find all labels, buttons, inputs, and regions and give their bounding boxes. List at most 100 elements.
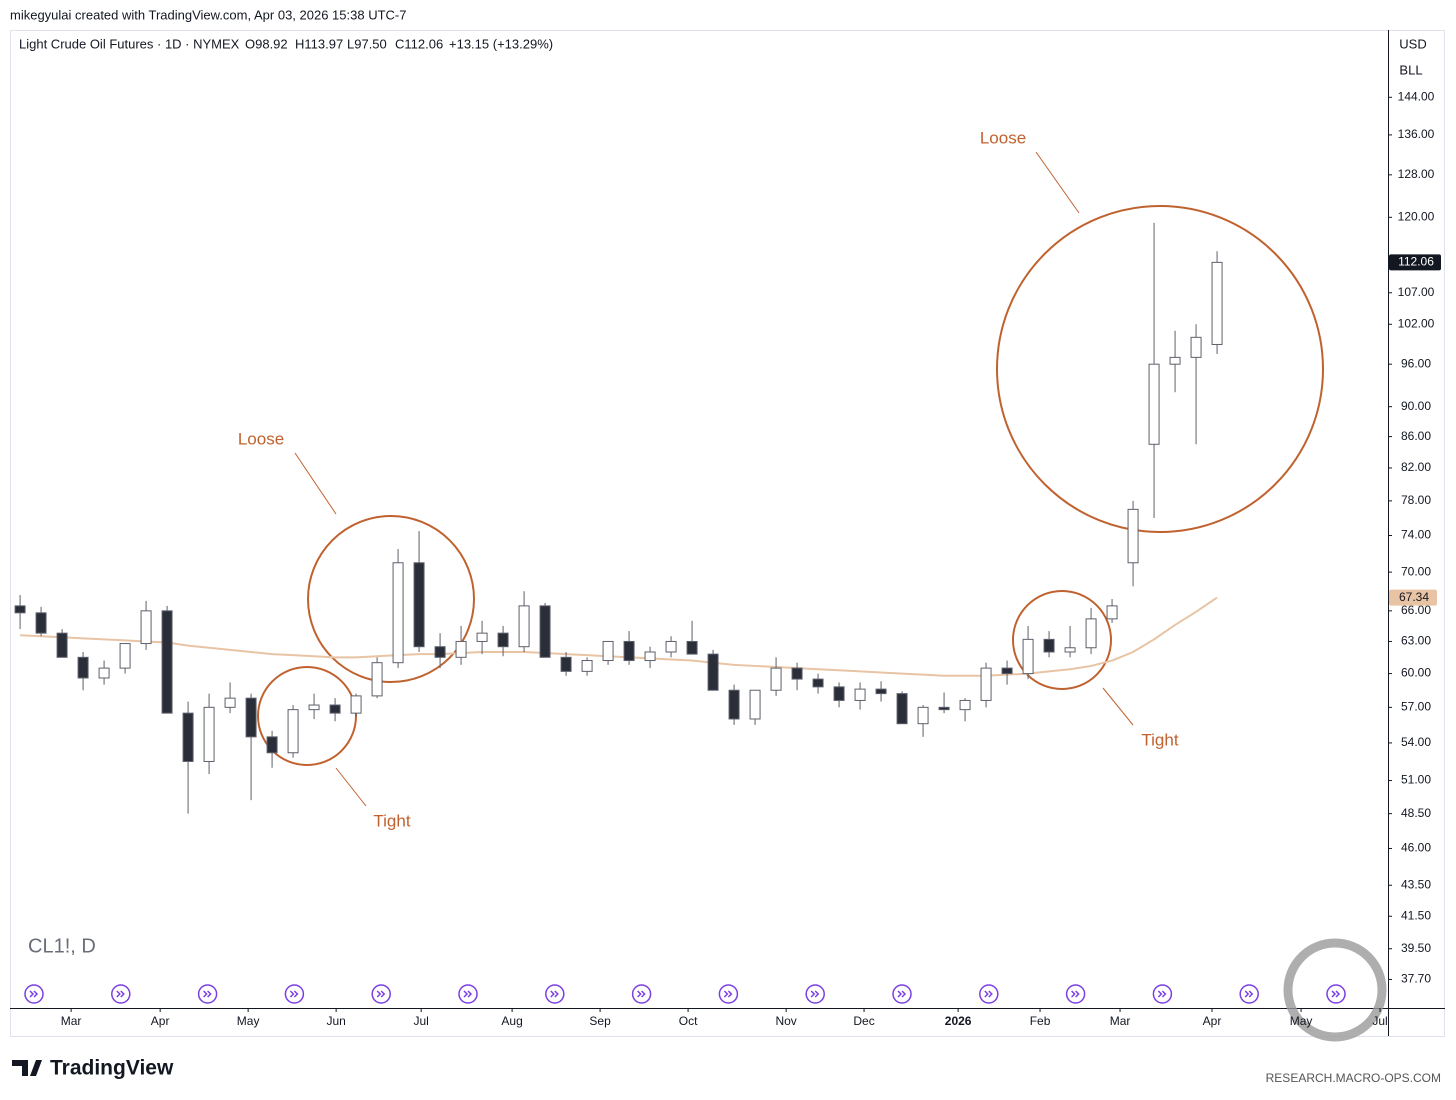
candle-body [77,656,89,679]
x-tick-label: Apr [151,1014,170,1028]
y-tick-label: 90.00 [1401,399,1431,413]
candle-body [581,660,593,672]
candle-body [1043,638,1055,653]
candle-body [1148,363,1160,445]
candle-body [119,643,131,669]
candle-body [140,610,152,645]
event-icon-arrow [289,990,299,998]
event-icon-arrow [203,990,212,998]
candle-body [917,706,929,725]
event-icon-arrow [376,990,386,998]
event-icon-arrow [1331,990,1341,998]
candle-body [35,612,47,634]
candle-body [812,678,824,688]
y-tick-label: 107.00 [1398,285,1435,299]
candle-body [161,610,173,714]
annotation: Tight [1141,730,1178,749]
event-icon-arrow [1071,990,1080,998]
candle-body [455,640,467,658]
candle-body [686,640,698,655]
legend-symbol: Light Crude Oil Futures · 1D · NYMEX [19,36,240,51]
currency: USD [1399,36,1426,51]
candle-body [350,695,362,714]
candle-body [854,688,866,701]
event-icon-arrow [637,990,646,998]
event-icon-arrow [897,990,907,998]
pointer [1035,151,1080,214]
candle-body [1127,508,1139,564]
y-tick-label: 136.00 [1398,127,1435,141]
last-price-label: 112.06 [1398,255,1434,269]
candle-body [518,605,530,648]
y-tick-label: 70.00 [1401,564,1431,578]
pointer [335,767,367,807]
legend-high: H113.97 [295,36,343,51]
y-tick-label: 46.00 [1401,841,1431,855]
y-tick-label: 39.50 [1401,941,1431,955]
y-tick-label: 43.50 [1401,877,1431,891]
candle-body [770,667,782,691]
y-tick-label: 102.00 [1398,316,1435,330]
moving-average [20,596,1218,677]
legend-open: O98.92 [245,36,288,51]
x-tick-label: Jun [326,1014,345,1028]
annotation: Tight [373,811,410,830]
y-tick-label: 37.70 [1401,972,1431,986]
logo-ring [1283,938,1387,1042]
legend-low: L97.50 [347,36,387,51]
candle-body [602,640,614,662]
x-tick-label: Apr [1203,1014,1222,1028]
x-tick-label: 2026 [945,1014,972,1028]
event-icon-arrow [1244,990,1254,998]
x-tick-label: Mar [1110,1014,1131,1028]
circle [307,515,475,683]
x-tick-label: Sep [589,1014,611,1028]
candle-body [707,653,719,691]
candle-body [203,706,215,762]
unit: BLL [1399,62,1422,77]
candle-body [329,704,341,714]
event-icon-arrow [29,990,39,998]
panel-border [10,30,1445,1037]
x-tick-label: Mar [61,1014,82,1028]
pointer [294,452,337,515]
x-tick-label: Jul [1372,1014,1387,1028]
event-icon-arrow [984,990,993,998]
event-icon-arrow [1157,990,1167,998]
x-tick-label: Nov [775,1014,796,1028]
candle-body [182,712,194,762]
candle-body [938,706,950,711]
event-icon-arrow [550,990,559,998]
x-tick-label: Oct [679,1014,698,1028]
legend-change: +13.15 (+13.29%) [449,36,553,51]
candle-body [1001,667,1013,675]
circle [1012,590,1112,690]
candle-body [875,688,887,695]
candle-body [665,640,677,653]
y-tick-label: 60.00 [1401,666,1431,680]
candle-body [245,697,257,738]
candle-body [896,693,908,725]
candle-body [266,736,278,754]
candle-body [497,632,509,648]
x-tick-label: Feb [1030,1014,1051,1028]
event-icon-arrow [463,990,473,998]
x-tick-label: Aug [501,1014,522,1028]
ma-price-label: 67.34 [1399,590,1429,604]
event-icon-arrow [810,990,820,998]
y-tick-label: 66.00 [1401,603,1431,617]
event-icon-arrow [723,990,733,998]
candle-body [371,662,383,697]
annotation: Loose [238,429,284,448]
candle-body [959,699,971,711]
annotation: Loose [980,128,1026,147]
ma-price-tag [1389,589,1437,606]
candle-body [1085,618,1097,649]
candle-body [980,667,992,701]
candle-body [1064,647,1076,653]
pointer [1102,687,1134,726]
y-tick-label: 63.00 [1401,634,1431,648]
y-tick-label: 51.00 [1401,773,1431,787]
candle-body [539,605,551,658]
